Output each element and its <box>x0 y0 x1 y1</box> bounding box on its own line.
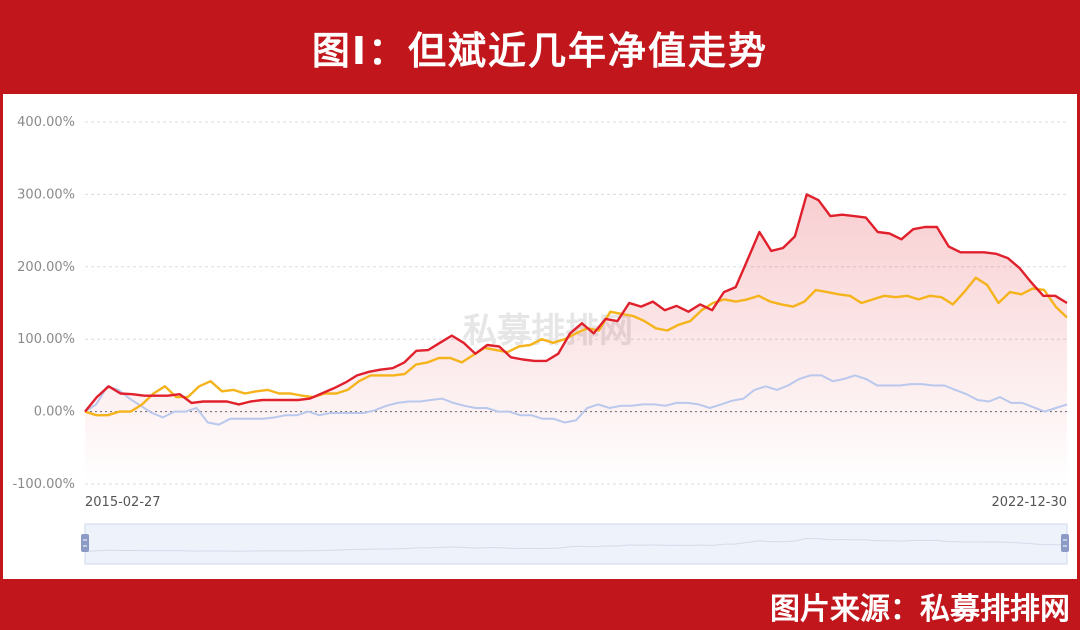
zoom-slider-preview-line <box>84 537 1068 553</box>
footer-banner: 图片来源：私募排排网 <box>0 580 1080 630</box>
y-tick-label: 400.00% <box>17 115 75 130</box>
series-line-blue <box>84 374 1068 426</box>
zoom-slider[interactable] <box>81 523 1069 565</box>
zoom-handle-left[interactable] <box>81 534 89 552</box>
net-value-chart: 私募排排网 400.00%300.00%200.00%100.00%0.00%-… <box>12 115 1069 565</box>
zoom-handle-right[interactable] <box>1061 534 1069 552</box>
image-source-credit: 图片来源：私募排排网 <box>770 592 1070 627</box>
x-start-label: 2015-02-27 <box>85 495 161 510</box>
y-tick-label: 0.00% <box>34 405 75 420</box>
y-tick-label: 200.00% <box>17 260 75 275</box>
y-tick-label: -100.00% <box>12 477 75 492</box>
chart-panel: 私募排排网 400.00% 300.00% 200.00% 100.00% 0.00% -… <box>3 94 1077 579</box>
zoom-slider-track[interactable] <box>84 523 1068 565</box>
series-line-red <box>84 193 1068 413</box>
x-end-label: 2022-12-30 <box>991 495 1067 510</box>
page-title: 图Ⅰ：但斌近几年净值走势 <box>311 28 769 73</box>
series-area-red <box>85 194 1067 484</box>
series-line-yellow <box>84 276 1068 417</box>
y-tick-label: 300.00% <box>17 187 75 202</box>
y-tick-label: 100.00% <box>17 332 75 347</box>
header-banner: 图Ⅰ：但斌近几年净值走势 <box>0 0 1080 94</box>
